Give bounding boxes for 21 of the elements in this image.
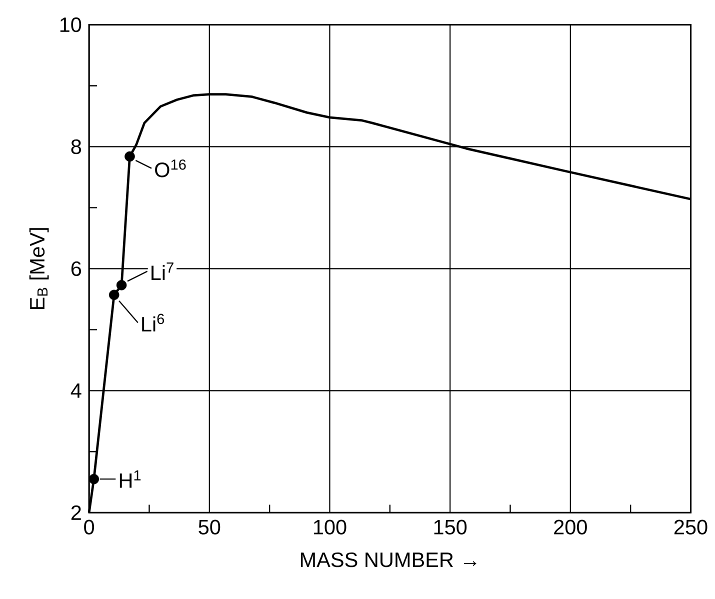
point [88, 474, 100, 484]
annotation: Li$^{7}$ [152, 262, 174, 280]
y-tick-label: 10 [60, 18, 82, 32]
y-axis-title: E$_{B}$ [MeV] [29, 228, 49, 310]
x-tick-label: 100 [314, 520, 346, 535]
y-tick-label: 8 [71, 139, 82, 154]
point [108, 290, 120, 300]
point [116, 280, 127, 290]
x-tick-label: 0 [84, 520, 94, 535]
x-tick-label: 200 [554, 520, 587, 535]
point [124, 151, 135, 162]
x-tick-label: 150 [434, 520, 467, 535]
annotation: O$^{16}$ [155, 160, 186, 178]
y-tick-label: 4 [70, 384, 82, 398]
annotation: H$^{1}$ [120, 470, 141, 488]
x-tick-label: 50 [198, 520, 220, 535]
y-tick-label: 2 [71, 505, 81, 520]
x-tick-label: 250 [674, 520, 708, 535]
y-tick-label: 6 [71, 261, 82, 276]
annotation: Li$^{6}$ [142, 314, 164, 332]
x-axis-title: MASS NUMBER → [300, 552, 476, 568]
